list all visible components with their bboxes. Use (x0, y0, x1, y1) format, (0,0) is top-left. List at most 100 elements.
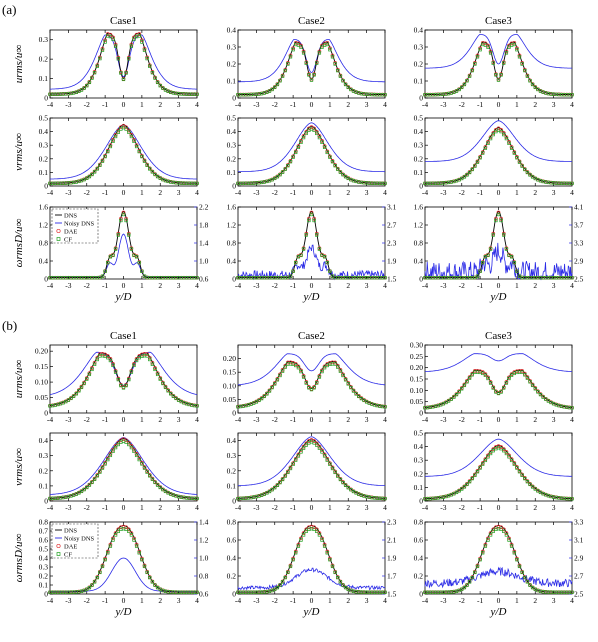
cf-point (98, 56, 102, 61)
cf-point (145, 570, 149, 575)
cf-point (296, 454, 301, 458)
right-y-tick-label: 3.3 (574, 518, 584, 527)
x-tick-label: -4 (47, 281, 53, 290)
y-tick-label: 0.1 (227, 481, 237, 490)
cf-point (530, 485, 535, 489)
x-tick-label: 1 (140, 596, 144, 605)
y-tick-label: 0.2 (39, 55, 49, 64)
x-tick-label: 0 (497, 100, 501, 109)
cf-point (142, 48, 147, 52)
cf-point (291, 269, 295, 273)
x-tick-label: 2 (533, 596, 537, 605)
cf-point (452, 395, 456, 399)
cf-point (111, 363, 115, 368)
y-tick-label: 1.2 (39, 221, 49, 230)
dns-line (238, 438, 385, 499)
cf-point (278, 583, 282, 587)
cf-point (475, 470, 480, 474)
cf-point (341, 480, 345, 485)
cf-point (163, 385, 168, 390)
y-tick-label: 0.15 (223, 368, 236, 377)
y-tick-label: 0.1 (39, 481, 49, 490)
cf-point (504, 51, 509, 55)
cf-point (301, 135, 306, 140)
plot-frame (424, 117, 573, 187)
cf-point (475, 564, 480, 569)
cf-point (304, 443, 308, 447)
x-tick-label: 0 (310, 281, 314, 290)
cf-point (312, 386, 316, 390)
dae-point (494, 216, 498, 221)
cf-point (87, 174, 92, 179)
y-tick-label: 0.6 (227, 536, 237, 545)
y-tick-label: 0 (232, 409, 236, 418)
cf-point (349, 385, 353, 390)
column-title: Case2 (298, 330, 325, 342)
cf-point (343, 82, 348, 87)
cf-point (100, 274, 105, 278)
x-tick-label: -1 (290, 415, 296, 424)
cf-point (478, 156, 482, 160)
cf-point (488, 136, 493, 141)
dae-point (95, 355, 100, 360)
x-tick-label: -2 (272, 100, 278, 109)
cf-point (113, 44, 118, 48)
cf-point (504, 533, 509, 537)
cf-point (328, 48, 332, 52)
cf-point (288, 564, 293, 569)
noisy-dns-line (50, 34, 197, 90)
cf-point (517, 564, 522, 569)
y-tick-label: 0 (44, 94, 48, 103)
cf-point (330, 466, 335, 471)
cf-point (98, 470, 102, 474)
cf-point (280, 477, 285, 482)
cf-point (92, 580, 97, 584)
x-tick-label: 3 (552, 596, 556, 605)
cf-point (111, 449, 115, 453)
x-tick-label: 2 (158, 503, 162, 512)
y-tick-label: 0.8 (39, 518, 49, 527)
dae-point (512, 40, 517, 45)
x-tick-label: 3 (365, 100, 369, 109)
x-tick-label: 2 (346, 503, 350, 512)
cf-point (304, 61, 308, 65)
dae-point (496, 210, 501, 215)
cf-point (121, 386, 126, 390)
x-tick-label: 4 (383, 596, 387, 605)
cf-point (111, 37, 115, 41)
dns-line (50, 32, 197, 95)
dae-point (312, 525, 316, 530)
x-tick-label: 0 (122, 188, 126, 197)
cf-point (155, 80, 160, 85)
y-tick-label: 0.3 (414, 456, 424, 465)
x-tick-label: 4 (383, 281, 387, 290)
cf-point (148, 64, 152, 68)
cf-point (504, 136, 509, 141)
dae-point (126, 527, 131, 532)
cf-point (322, 145, 327, 149)
y-tick-label: 0.5 (227, 114, 237, 123)
y-tick-label: 0 (419, 275, 423, 284)
dae-point (111, 536, 115, 541)
cf-point (275, 175, 280, 179)
x-tick-label: 3 (177, 415, 181, 424)
cf-point (280, 369, 285, 373)
dae-point (105, 354, 110, 358)
cf-point (158, 84, 162, 88)
y-tick-label: 0.2 (414, 469, 424, 478)
right-y-tick-label: 1.4 (199, 518, 209, 527)
x-tick-label: 3 (177, 503, 181, 512)
noisy-dns-line (238, 436, 385, 486)
y-tick-label: 0.2 (227, 466, 237, 475)
cf-point (528, 173, 532, 177)
cf-point (134, 544, 139, 548)
subplot-a-r0-c0: -4 -3 -2 -1 0 1 2 3 4 0 0.1 0.2 0.3 Case1 urms/u∞ (13, 15, 199, 109)
y-tick-label: 0.3 (227, 43, 237, 52)
x-axis-label: y/D (490, 606, 507, 618)
dae-point (307, 216, 311, 221)
dae-point (126, 128, 131, 133)
noisy-dns-line (424, 566, 573, 589)
y-tick-label: 0.05 (223, 395, 236, 404)
cf-point (259, 396, 264, 401)
x-tick-label: -4 (47, 415, 53, 424)
